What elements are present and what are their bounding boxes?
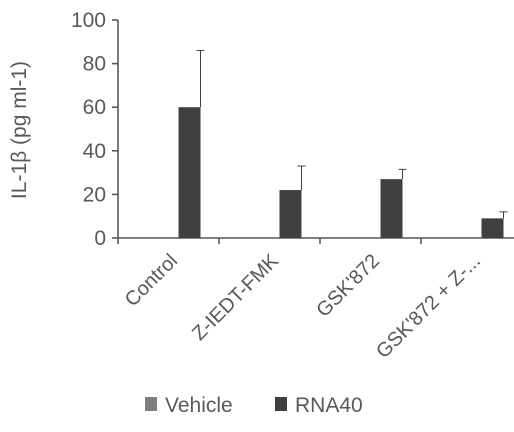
category-label: GSK'872 — [312, 250, 384, 322]
bars — [178, 107, 504, 238]
category-label: Z-IEDT-FMK — [188, 250, 283, 345]
y-tick-label: 40 — [83, 140, 106, 163]
legend-label-vehicle: Vehicle — [165, 394, 233, 417]
y-axis-label: IL-1β (pg ml-1) — [8, 61, 31, 199]
category-label: GSK'872 + Z-... — [372, 250, 485, 363]
y-tick-label: 80 — [83, 53, 106, 76]
bar-rna40-1 — [279, 190, 302, 238]
y-tick-label: 0 — [94, 227, 106, 250]
bar-rna40-3 — [481, 218, 504, 238]
x-axis — [117, 237, 514, 244]
y-tick-label: 100 — [71, 9, 106, 32]
bar-rna40-0 — [178, 107, 201, 238]
legend-swatch-rna40 — [275, 397, 287, 411]
y-tick-label: 20 — [83, 183, 106, 206]
legend: Vehicle RNA40 — [145, 394, 363, 417]
legend-label-rna40: RNA40 — [295, 394, 363, 417]
category-label: Control — [121, 250, 182, 311]
error-bars — [196, 50, 508, 219]
y-tick-label: 60 — [83, 96, 106, 119]
bar-rna40-2 — [380, 179, 403, 238]
y-axis: 0 20 40 60 80 100 — [71, 9, 119, 250]
legend-swatch-vehicle — [145, 397, 157, 411]
